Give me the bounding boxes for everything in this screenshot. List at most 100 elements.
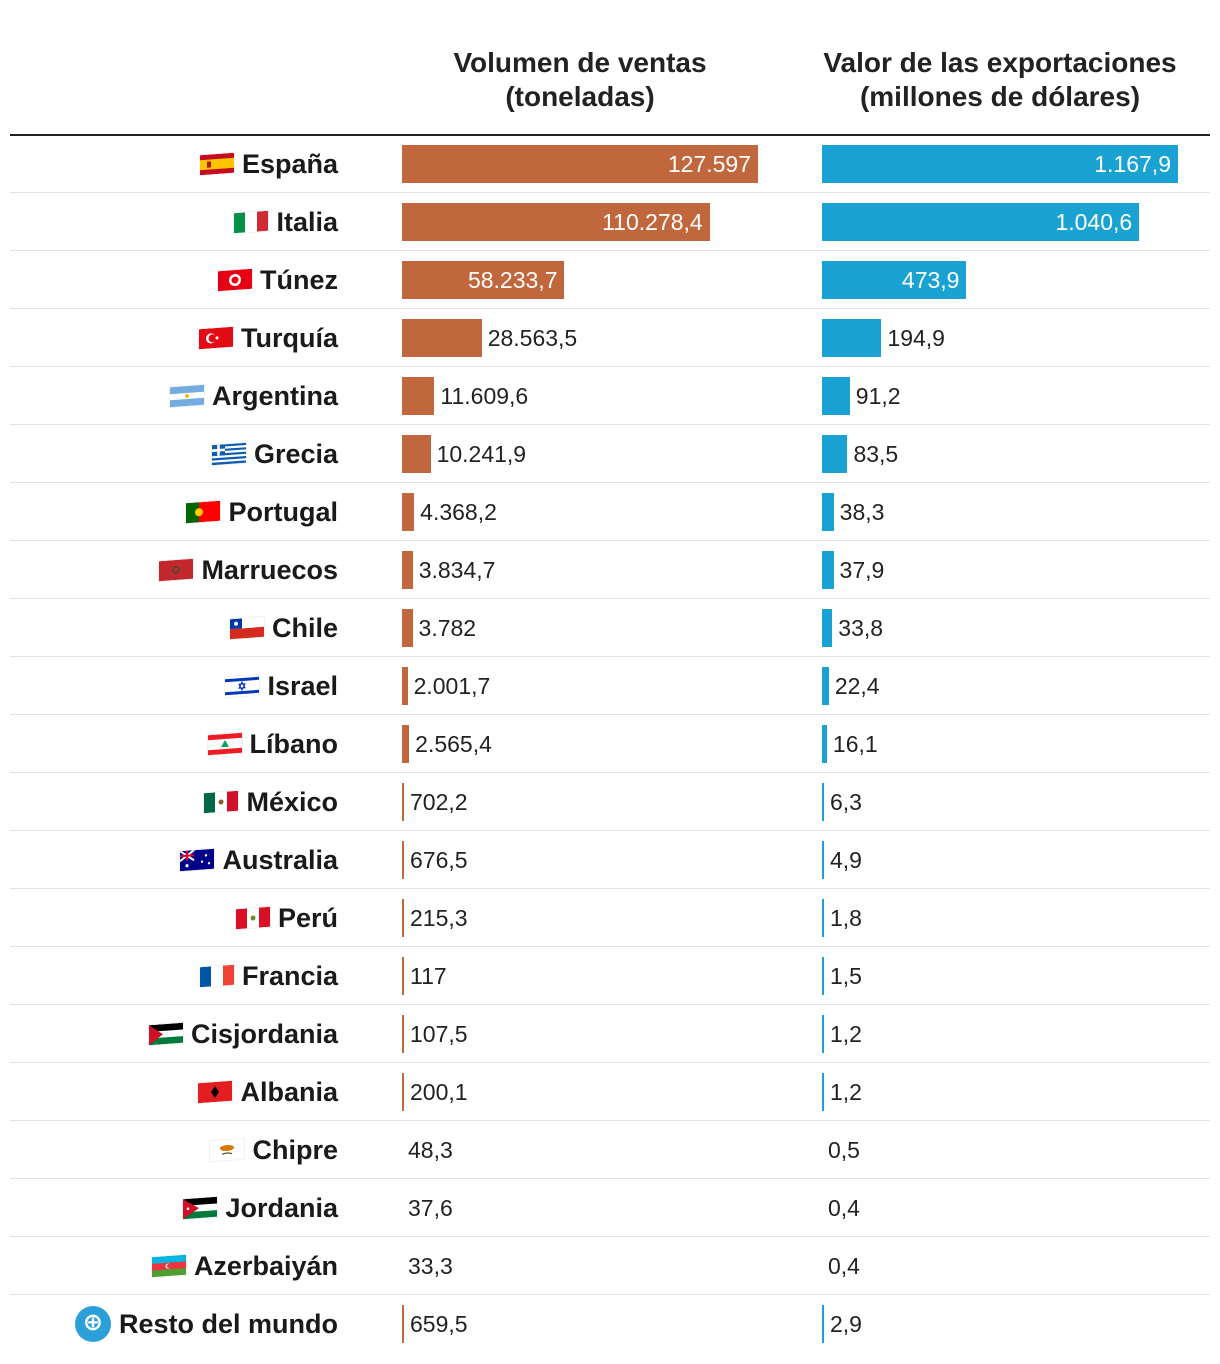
table-row: Argentina 11.609,6 91,2: [10, 367, 1210, 425]
value-cell: 6,3: [822, 783, 1178, 821]
value-value-label: 1,8: [830, 905, 862, 931]
country-label: Portugal: [186, 493, 338, 531]
country-name: Resto del mundo: [118, 1308, 338, 1339]
country-name: Cisjordania: [190, 1018, 338, 1049]
country-label: Grecia: [211, 435, 338, 473]
volume-cell: 3.834,7: [402, 551, 758, 589]
volume-cell: 702,2: [402, 783, 758, 821]
country-name: Israel: [267, 670, 338, 701]
country-label: Argentina: [169, 377, 338, 415]
value-cell: 83,5: [822, 435, 1178, 473]
value-cell: 1.167,9: [822, 145, 1178, 183]
column-header-volume-line2: (toneladas): [505, 81, 655, 112]
volume-cell: 37,6: [402, 1189, 758, 1227]
value-value-label: 0,4: [828, 1253, 860, 1279]
value-value-label: 194,9: [887, 325, 945, 351]
volume-bar: [402, 493, 415, 531]
value-cell: 16,1: [822, 725, 1178, 763]
un-globe-icon: [74, 1306, 111, 1342]
volume-value-label: 702,2: [410, 789, 468, 815]
value-bar: [822, 1073, 824, 1111]
volume-cell: 110.278,4: [402, 203, 758, 241]
volume-cell: 107,5: [402, 1015, 758, 1053]
albania-flag-icon: [198, 1080, 233, 1104]
cyprus-flag-icon: [210, 1138, 245, 1162]
table-row: Chipre 48,3 0,5: [10, 1121, 1210, 1179]
value-value-label: 1,5: [830, 963, 862, 989]
country-label: Perú: [235, 899, 338, 937]
volume-value-label: 117: [410, 963, 447, 989]
value-value-label: 1,2: [830, 1021, 862, 1047]
volume-value-label: 10.241,9: [436, 441, 527, 467]
volume-value-label: 33,3: [408, 1253, 453, 1279]
volume-cell: 200,1: [402, 1073, 758, 1111]
value-value-label: 22,4: [834, 673, 880, 699]
volume-value-label: 127.597: [667, 151, 751, 177]
table-row: Francia 117 1,5: [10, 947, 1210, 1005]
israel-flag-icon: [225, 674, 260, 698]
country-label: Francia: [199, 957, 338, 995]
volume-value-label: 2.565,4: [415, 731, 492, 757]
value-cell: 194,9: [822, 319, 1178, 357]
table-header: Volumen de ventas (toneladas) Valor de l…: [10, 0, 1210, 136]
mexico-flag-icon: [204, 790, 239, 814]
volume-cell: 48,3: [402, 1131, 758, 1169]
country-name: Marruecos: [201, 554, 338, 585]
volume-value-label: 200,1: [410, 1079, 468, 1105]
volume-value-label: 11.609,6: [440, 383, 529, 409]
volume-cell: 127.597: [402, 145, 758, 183]
value-cell: 473,9: [822, 261, 1178, 299]
country-label: España: [199, 145, 338, 183]
volume-cell: 33,3: [402, 1247, 758, 1285]
morocco-flag-icon: [159, 558, 194, 582]
value-value-label: 2,9: [830, 1311, 862, 1337]
table-row: Portugal 4.368,2 38,3: [10, 483, 1210, 541]
country-name: Túnez: [260, 264, 338, 295]
value-value-label: 1.040,6: [1055, 209, 1133, 235]
volume-bar: [402, 609, 413, 647]
value-value-label: 0,4: [828, 1195, 860, 1221]
volume-bar: [402, 841, 404, 879]
country-name: Jordania: [225, 1192, 338, 1223]
value-bar: [822, 435, 848, 473]
west-bank-flag-icon: [148, 1022, 183, 1046]
value-cell: 0,4: [822, 1189, 1178, 1227]
volume-value-label: 2.001,7: [413, 673, 491, 699]
value-bar: [822, 609, 833, 647]
column-header-value-line1: Valor de las exportaciones: [823, 47, 1177, 78]
value-cell: 0,4: [822, 1247, 1178, 1285]
table-row: Turquía 28.563,5 194,9: [10, 309, 1210, 367]
value-value-label: 91,2: [855, 383, 901, 409]
volume-cell: 676,5: [402, 841, 758, 879]
value-value-label: 4,9: [830, 847, 862, 873]
country-label: México: [204, 783, 338, 821]
tunisia-flag-icon: [218, 268, 252, 292]
value-bar: [822, 551, 834, 589]
volume-bar: [402, 957, 404, 995]
country-label: Líbano: [207, 725, 338, 763]
country-name: Chipre: [252, 1134, 338, 1165]
value-bar: [822, 145, 1178, 183]
value-cell: 2,9: [822, 1305, 1178, 1343]
country-label: Resto del mundo: [74, 1305, 338, 1343]
country-label: Chile: [229, 609, 338, 647]
table-row: Albania 200,1 1,2: [10, 1063, 1210, 1121]
volume-value-label: 110.278,4: [602, 209, 703, 235]
value-cell: 33,8: [822, 609, 1178, 647]
value-bar: [822, 783, 824, 821]
table-row: Azerbaiyán 33,3 0,4: [10, 1237, 1210, 1295]
volume-bar: [402, 783, 404, 821]
country-name: Australia: [222, 844, 338, 875]
value-value-label: 473,9: [901, 267, 960, 293]
country-label: Chipre: [210, 1131, 338, 1169]
country-name: Grecia: [253, 438, 338, 469]
country-name: Portugal: [228, 496, 338, 527]
volume-cell: 28.563,5: [402, 319, 758, 357]
australia-flag-icon: [180, 848, 215, 872]
volume-cell: 215,3: [402, 899, 758, 937]
value-value-label: 16,1: [832, 731, 878, 757]
volume-cell: 10.241,9: [402, 435, 758, 473]
volume-value-label: 48,3: [408, 1137, 453, 1163]
volume-cell: 11.609,6: [402, 377, 758, 415]
value-bar: [822, 841, 824, 879]
